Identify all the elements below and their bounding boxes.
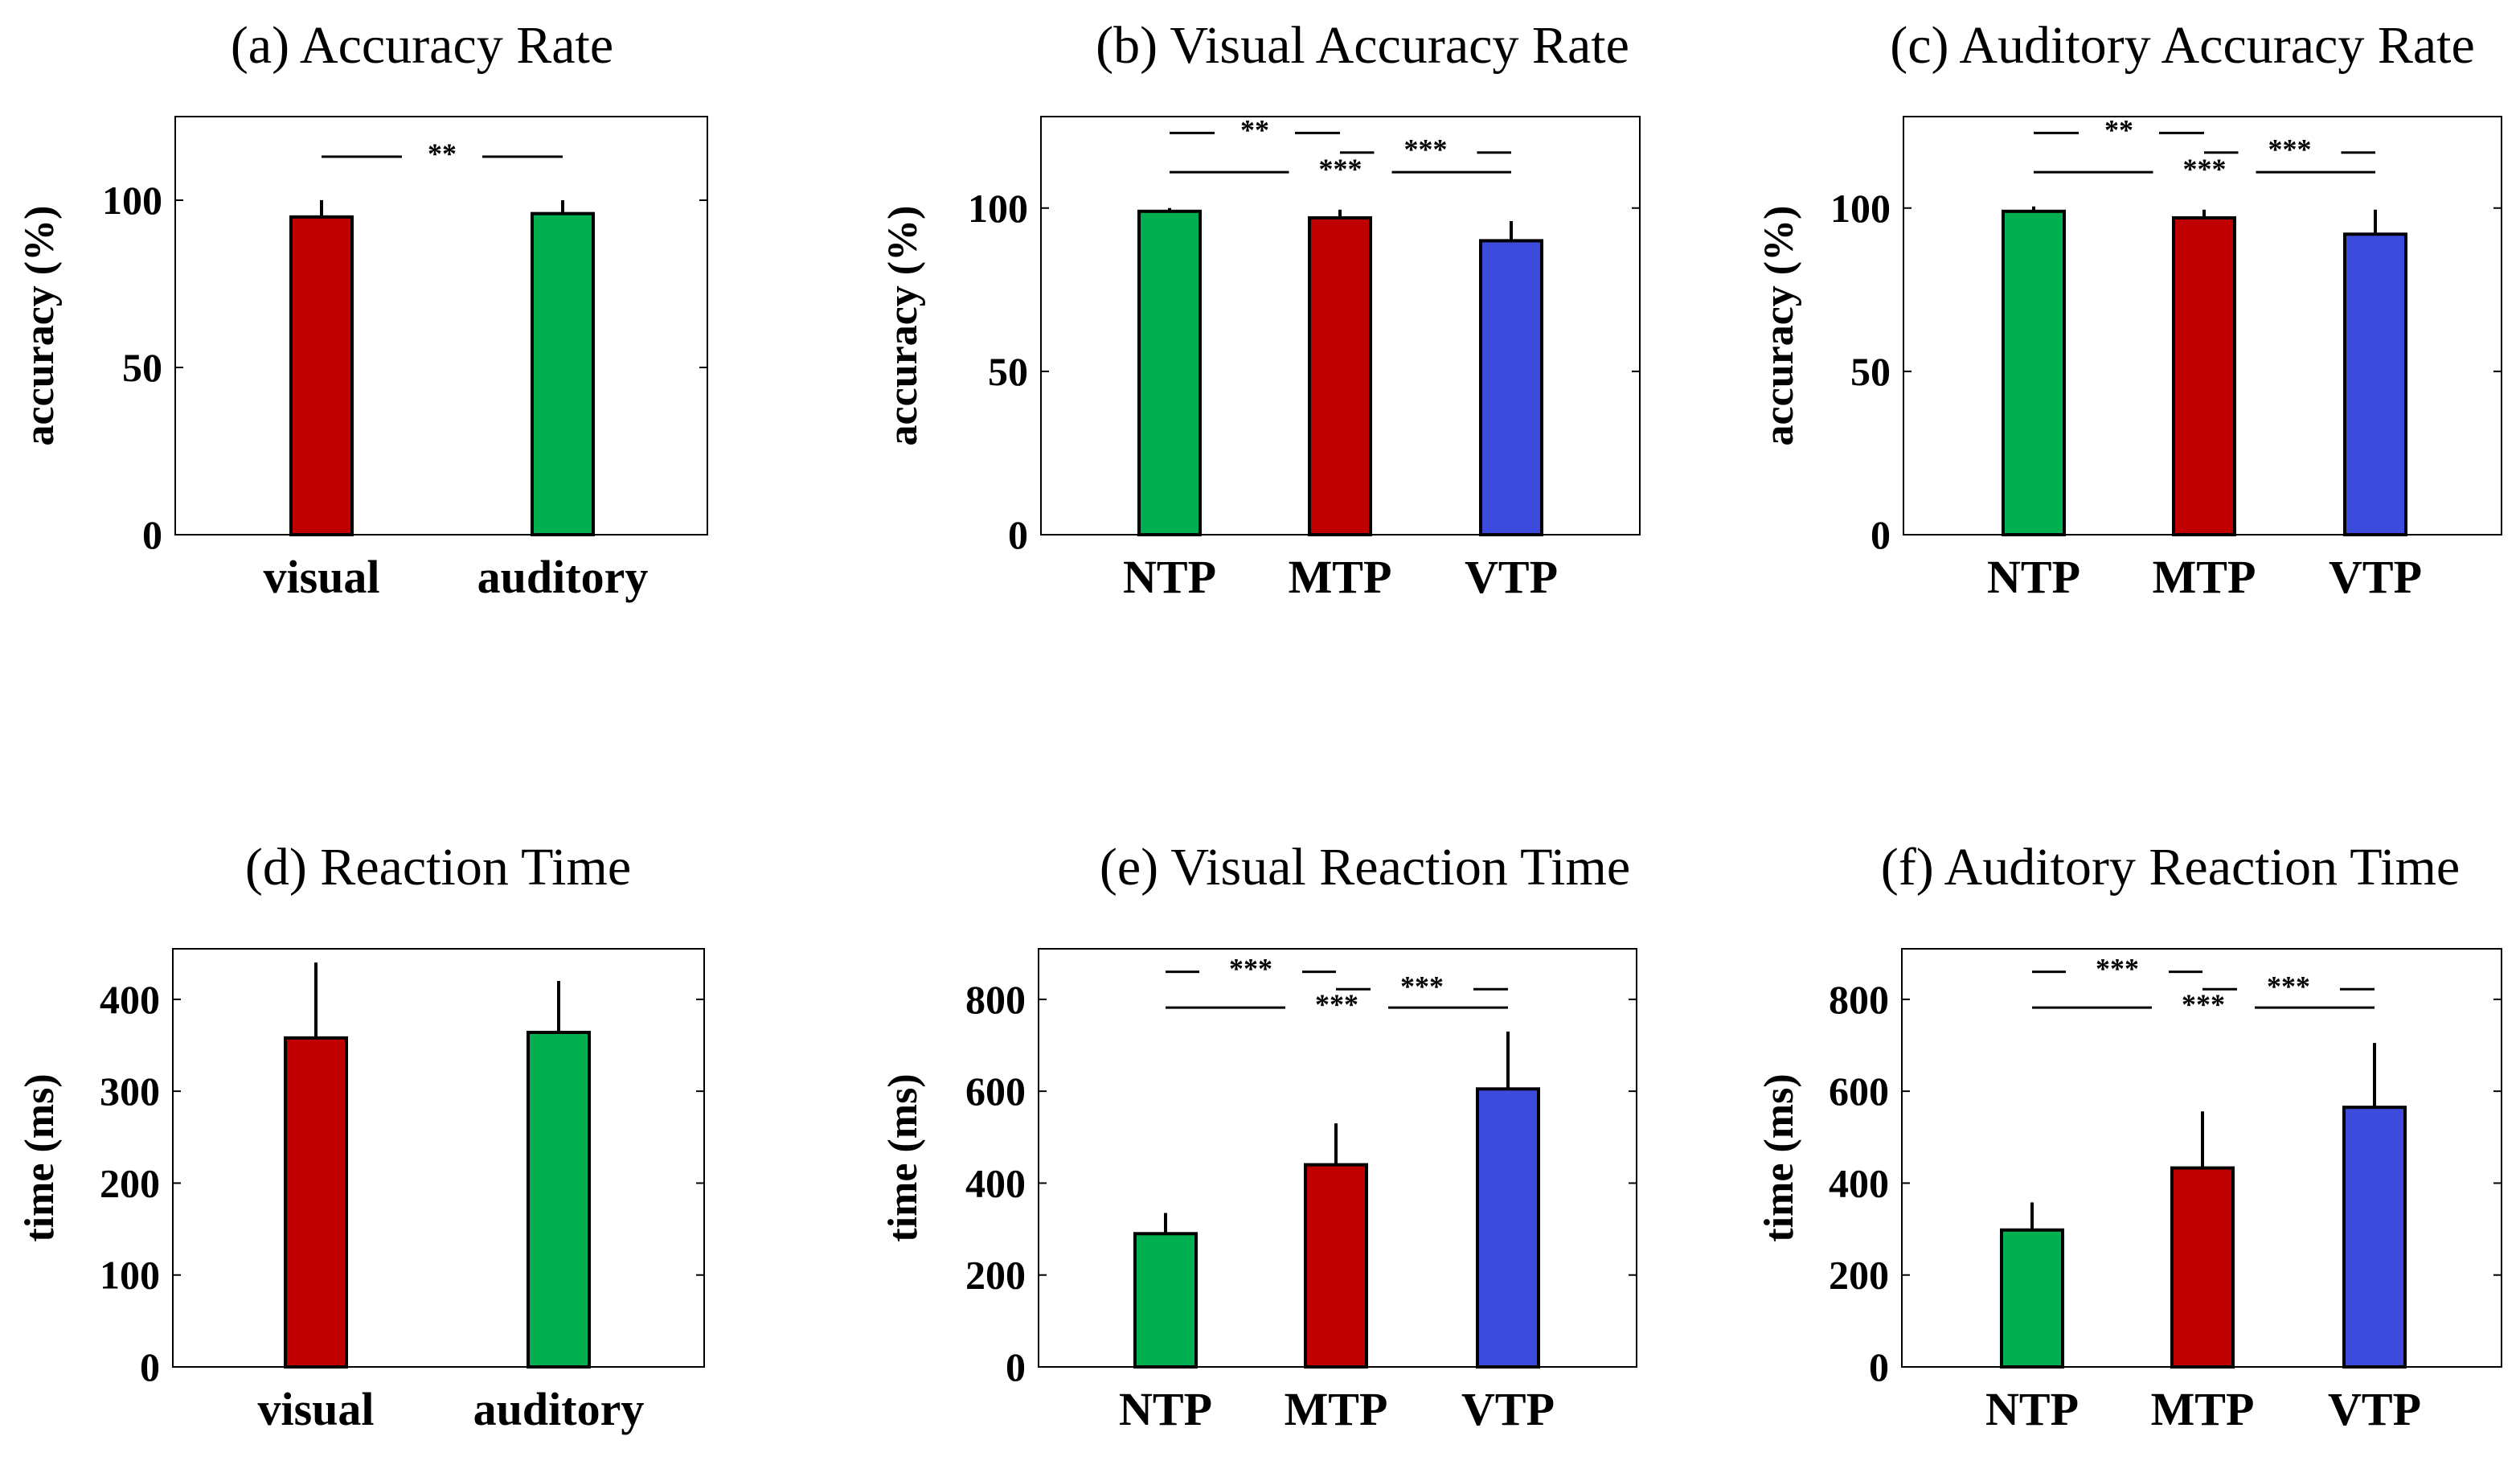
x-category-label: VTP [1465,551,1558,603]
significance-label: ** [1240,113,1269,146]
significance-label: *** [1229,953,1272,985]
bar-auditory [531,211,595,536]
bar-auditory [527,1031,591,1369]
bar-MTP [1304,1163,1368,1369]
y-tick-label: 800 [1829,977,1889,1022]
chart-title: (a) Accuracy Rate [231,16,613,75]
x-category-label: NTP [1987,551,2080,603]
chart-title: (e) Visual Reaction Time [1100,838,1630,897]
bar-NTP [1133,1232,1198,1369]
significance-label: *** [1319,153,1362,185]
y-axis-label: accuracy (%) [880,206,926,446]
y-tick-label: 600 [1829,1069,1889,1114]
y-tick-label: 300 [100,1069,160,1114]
x-category-label: NTP [1123,551,1216,603]
bar-MTP [1308,215,1372,536]
x-category-label: VTP [1461,1383,1555,1435]
y-tick-label: 100 [102,178,162,223]
x-category-label: visual [257,1383,374,1435]
y-axis-label: accuracy (%) [1756,206,1802,446]
significance-label: *** [1404,133,1448,166]
x-category-label: visual [263,551,379,603]
x-category-label: VTP [2328,1383,2421,1435]
significance-label: *** [2182,988,2225,1020]
chart-title: (b) Visual Accuracy Rate [1096,16,1629,75]
x-category-label: NTP [1985,1383,2079,1435]
y-axis-label: accuracy (%) [17,206,63,446]
y-tick-label: 200 [965,1253,1026,1298]
x-category-label: MTP [1289,551,1392,603]
y-tick-label: 50 [988,349,1028,394]
bar-NTP [2002,209,2066,536]
y-tick-label: 600 [965,1069,1026,1114]
x-category-label: auditory [477,551,649,603]
y-tick-label: 0 [140,1344,160,1389]
bar-NTP [2000,1228,2064,1369]
panel-a: (a) Accuracy Rate 0 50 100 accuracy (%) visua… [17,16,708,603]
y-tick-label: 0 [1006,1344,1026,1389]
y-tick-label: 0 [1008,512,1028,557]
x-category-label: auditory [473,1383,645,1435]
y-tick-label: 400 [965,1160,1026,1205]
bar-MTP [2172,215,2236,536]
y-axis-label: time (ms) [880,1073,926,1241]
bar-MTP [2170,1166,2235,1369]
bar-visual [289,215,354,536]
y-tick-label: 100 [1830,186,1891,231]
y-tick-label: 800 [965,977,1026,1022]
plot-frame [174,116,708,536]
plot-frame [172,948,705,1368]
significance-label: ** [2104,113,2133,146]
bar-NTP [1137,209,1202,536]
panel-b: (b) Visual Accuracy Rate 0 50 100 accuracy (… [880,16,1641,603]
bar-VTP [2342,1106,2407,1369]
x-category-label: MTP [2151,1383,2255,1435]
y-tick-label: 400 [100,977,160,1022]
x-category-label: MTP [2153,551,2256,603]
y-axis-label: time (ms) [17,1073,63,1241]
y-tick-label: 400 [1829,1160,1889,1205]
significance-label: *** [1315,988,1358,1020]
y-tick-label: 50 [122,345,162,390]
significance-label: *** [2267,970,2310,1002]
significance-label: *** [2096,953,2139,985]
panel-e: (e) Visual Reaction Time 0 200 400 600 800 tim… [880,838,1637,1435]
y-tick-label: 200 [1829,1253,1889,1298]
bar-VTP [1479,239,1543,536]
panel-c: (c) Auditory Accuracy Rate 0 50 100 accuracy… [1756,16,2502,603]
significance-label: *** [1400,970,1444,1002]
panel-f: (f) Auditory Reaction Time 0 200 400 600 800 t… [1756,838,2502,1435]
chart-title: (f) Auditory Reaction Time [1881,838,2460,897]
y-tick-label: 0 [142,512,162,557]
x-category-label: VTP [2329,551,2422,603]
y-tick-label: 50 [1850,349,1891,394]
chart-title: (c) Auditory Accuracy Rate [1890,16,2475,75]
x-category-label: MTP [1285,1383,1388,1435]
y-axis-label: time (ms) [1756,1073,1802,1241]
bar-visual [284,1036,348,1369]
y-tick-label: 0 [1869,1344,1889,1389]
x-category-label: NTP [1119,1383,1212,1435]
y-tick-label: 0 [1871,512,1891,557]
chart-title: (d) Reaction Time [245,838,631,897]
y-tick-label: 100 [100,1253,160,1298]
bar-VTP [2343,232,2407,536]
y-tick-label: 200 [100,1160,160,1205]
y-tick-label: 100 [968,186,1028,231]
significance-label: *** [2268,133,2312,166]
significance-label: *** [2183,153,2227,185]
bar-VTP [1476,1087,1540,1369]
panel-d: (d) Reaction Time 0 100 200 300 400 time (ms) v… [17,838,705,1435]
significance-label: ** [428,137,457,170]
